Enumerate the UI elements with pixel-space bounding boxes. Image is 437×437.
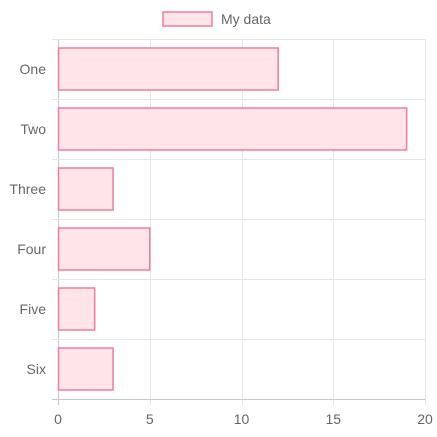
x-tick-label: 5 bbox=[146, 411, 154, 427]
y-tick-label: One bbox=[20, 61, 47, 77]
legend-swatch[interactable] bbox=[162, 11, 213, 27]
grid-layer bbox=[52, 39, 426, 405]
y-tick-label: Three bbox=[9, 181, 46, 197]
x-tick-label: 10 bbox=[234, 411, 250, 427]
x-tick-label: 20 bbox=[417, 411, 433, 427]
bar-four bbox=[57, 227, 151, 271]
legend-label[interactable]: My data bbox=[221, 11, 271, 27]
bars-layer bbox=[57, 47, 408, 391]
bar-five bbox=[57, 287, 96, 331]
bar-one bbox=[57, 47, 279, 91]
bar-two bbox=[57, 107, 408, 151]
bar-three bbox=[57, 167, 114, 211]
bar-six bbox=[57, 347, 114, 391]
y-tick-label: Six bbox=[27, 361, 46, 377]
axis-layer: One Two Three Four Five Six 0 5 10 15 20 bbox=[9, 61, 433, 427]
y-tick-label: Four bbox=[17, 241, 46, 257]
y-tick-label: Five bbox=[20, 301, 47, 317]
x-tick-label: 15 bbox=[325, 411, 341, 427]
legend[interactable]: My data bbox=[162, 11, 271, 27]
y-tick-label: Two bbox=[20, 121, 46, 137]
x-tick-label: 0 bbox=[54, 411, 62, 427]
